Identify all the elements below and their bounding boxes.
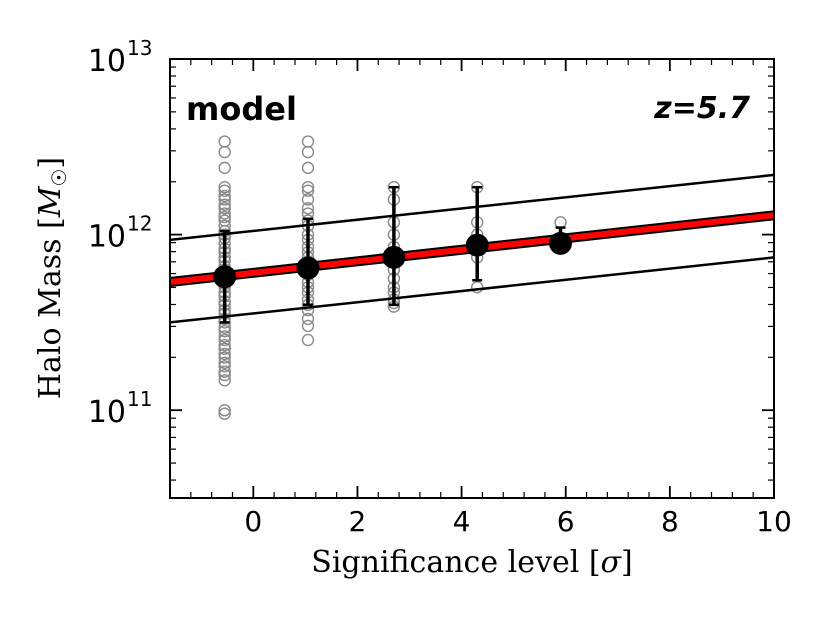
halo-point-0-36: [218, 324, 231, 338]
halo-point-1-6: [301, 202, 315, 215]
halo-point-1-5: [301, 193, 315, 206]
y-axis-label-symbol: M: [33, 185, 68, 218]
x-tick-label-2: 4: [453, 505, 471, 538]
x-tick-label-4: 8: [661, 505, 679, 538]
halo-point-1-1: [301, 145, 315, 159]
y-tick-label-2: 10: [88, 44, 126, 79]
fit-line-upper-bound: [169, 173, 775, 242]
y-tick-label-1: 10: [88, 220, 126, 255]
mean-point-3: [465, 233, 489, 257]
halo-point-0-6: [218, 193, 231, 206]
y-axis-label-suffix: ]: [33, 157, 68, 169]
halo-point-0-38: [218, 333, 231, 347]
halo-point-0-43: [218, 356, 231, 369]
y-tick-label-exp-1: 12: [127, 212, 152, 236]
x-tick-label-0: 0: [244, 505, 262, 538]
x-axis-label-suffix: ]: [621, 545, 633, 580]
binned-means: [213, 185, 573, 324]
x-tick-label-1: 2: [349, 505, 367, 538]
halo-point-0-10: [218, 210, 231, 224]
y-tick-label-exp-0: 11: [127, 387, 152, 411]
halo-point-0-48: [218, 404, 231, 417]
halo-point-0-2: [218, 161, 231, 175]
x-axis-label-symbol: σ: [601, 545, 623, 580]
fit-line-lower-bound: [169, 256, 775, 324]
x-axis-label: Significance level [σ]: [311, 545, 632, 580]
annotation-redshift: z=5.7: [653, 91, 750, 126]
halo-point-4-0: [554, 216, 567, 229]
y-axis-label-subscript: ☉: [47, 169, 71, 187]
halo-point-0-46: [218, 368, 231, 382]
mean-point-4: [549, 231, 573, 255]
mean-point-1: [296, 256, 320, 280]
halo-point-0-40: [218, 342, 231, 355]
halo-point-1-2: [301, 161, 315, 175]
annotation-model: model: [186, 90, 297, 128]
y-axis-label: Halo Mass [M☉]: [33, 157, 71, 399]
halo-point-1-3: [301, 180, 315, 194]
halo-point-0-45: [218, 365, 231, 378]
x-axis-label-prefix: Significance level [: [311, 545, 600, 580]
halo-point-0-42: [218, 351, 231, 364]
halo-point-0-5: [218, 189, 231, 203]
mean-point-2: [382, 245, 406, 269]
halo-point-0-1: [218, 145, 231, 159]
halo-point-3-4: [471, 281, 484, 294]
halo-point-1-26: [301, 333, 315, 347]
halo-point-1-24: [301, 312, 315, 326]
halo-point-0-0: [218, 135, 231, 148]
halo-point-0-44: [218, 360, 231, 373]
halo-point-0-3: [218, 180, 231, 194]
y-tick-label-exp-2: 13: [127, 36, 152, 60]
halo-point-0-4: [218, 184, 231, 197]
halo-point-0-41: [218, 347, 231, 361]
x-tick-label-3: 6: [557, 505, 575, 538]
x-tick-label-5: 10: [756, 505, 792, 538]
halo-point-0-47: [218, 374, 231, 387]
halo-point-0-8: [218, 202, 231, 215]
plot-frame: [169, 58, 775, 499]
halo-point-1-25: [301, 319, 315, 333]
halo-point-0-7: [218, 198, 231, 211]
halo-point-0-37: [218, 330, 231, 343]
halo-point-1-4: [301, 184, 315, 197]
mean-point-0: [213, 265, 237, 289]
halo-point-1-0: [301, 135, 315, 148]
halo-point-0-49: [218, 407, 231, 420]
y-axis-label-prefix: Halo Mass [: [33, 217, 68, 399]
halo-point-0-9: [218, 207, 231, 220]
y-tick-label-0: 10: [88, 395, 126, 430]
halo-point-0-39: [218, 339, 231, 352]
